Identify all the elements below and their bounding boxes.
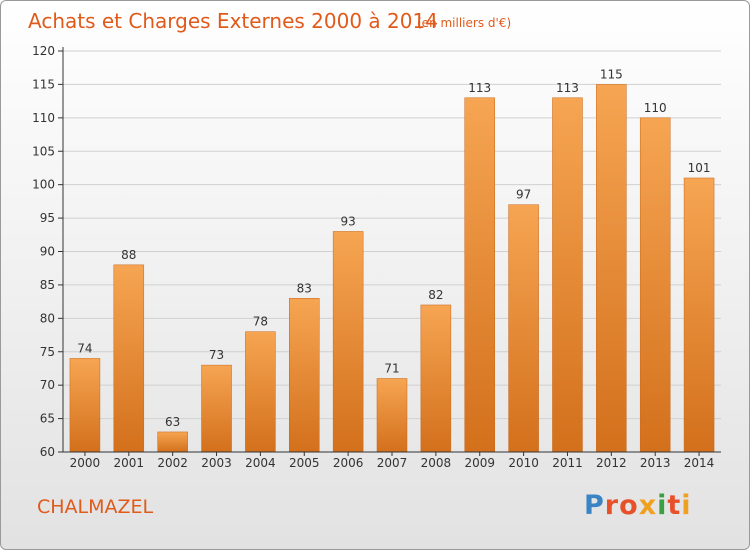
x-tick-label: 2008 [421,456,452,470]
x-tick-label: 2006 [333,456,364,470]
y-tick-label: 80 [40,311,55,325]
data-label: 73 [209,348,224,362]
data-label: 110 [644,101,667,115]
y-tick-label: 120 [32,44,55,58]
bar-2014 [683,177,715,453]
chart-subtitle: (en milliers d'€) [417,16,512,30]
logo-letter: i [657,490,668,521]
x-tick-label: 2011 [552,456,583,470]
y-tick-label: 105 [32,144,55,158]
commune-name: CHALMAZEL [37,496,154,518]
data-label: 74 [77,341,92,355]
y-tick-label: 60 [40,445,55,459]
bar-2007 [376,378,408,453]
bar-2011 [552,97,583,453]
y-tick-label: 75 [40,345,55,359]
y-tick-label: 95 [40,211,55,225]
y-tick-label: 65 [40,412,55,426]
bar-2005 [289,298,320,453]
data-labels: 74 88 63 73 78 83 93 71 82 113 97 113 115 110 101 [77,67,710,429]
bar-2006 [332,231,364,453]
data-label: 101 [688,161,711,175]
bars [69,84,715,453]
x-tick-label: 2005 [289,456,320,470]
logo-letter: t [667,490,682,521]
x-tick-label: 2002 [157,456,188,470]
bar-2001 [113,264,145,453]
data-label: 113 [468,81,491,95]
data-label: 88 [121,248,136,262]
y-tick-label: 90 [40,245,55,259]
x-tick-label: 2010 [508,456,539,470]
proxiti-logo[interactable]: Proxiti [584,490,692,521]
data-label: 113 [556,81,579,95]
x-tick-label: 2007 [377,456,408,470]
y-tick-label: 110 [32,111,55,125]
x-tick-label: 2009 [464,456,495,470]
data-label: 83 [297,281,312,295]
data-label: 63 [165,415,180,429]
bar-2009 [464,97,495,453]
chart-title: Achats et Charges Externes 2000 à 2014 [28,9,438,33]
logo-letter: r [604,490,620,521]
bar-2010 [508,204,539,453]
data-label: 115 [600,67,623,81]
data-label: 82 [428,288,443,302]
logo-letter: P [584,490,605,521]
bar-2013 [639,117,671,453]
x-tick-label: 2013 [640,456,671,470]
x-tick-label: 2000 [70,456,101,470]
bar-2003 [201,364,232,453]
data-label: 93 [340,214,355,228]
bar-2004 [245,331,276,453]
bar-2012 [596,84,627,453]
axes: 60 65 70 75 80 85 90 95 100 105 110 115 120 2000 2001 2… [32,44,721,470]
y-tick-label: 85 [40,278,55,292]
x-tick-label: 2001 [114,456,145,470]
x-tick-label: 2003 [201,456,232,470]
x-tick-label: 2012 [596,456,627,470]
bar-2002 [157,431,188,453]
y-tick-label: 100 [32,178,55,192]
data-label: 78 [253,315,268,329]
x-tick-label: 2014 [684,456,715,470]
logo-letter: x [638,490,658,521]
x-tick-label: 2004 [245,456,276,470]
bar-2000 [69,358,101,453]
y-tick-label: 115 [32,77,55,91]
data-label: 71 [384,361,399,375]
logo-letter: o [619,490,639,521]
bar-2008 [420,304,452,453]
logo-letter: i [681,490,692,521]
y-tick-label: 70 [40,378,55,392]
data-label: 97 [516,188,531,202]
